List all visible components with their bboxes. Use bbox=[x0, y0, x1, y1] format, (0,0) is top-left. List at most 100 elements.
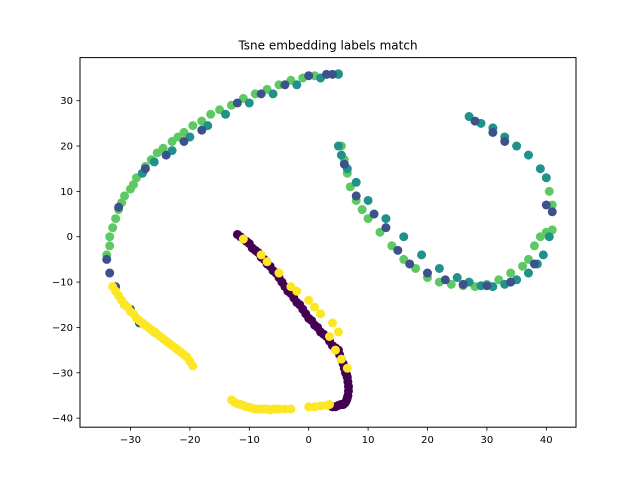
x-tick-label: 40 bbox=[540, 435, 553, 446]
scatter-point bbox=[327, 318, 337, 328]
scatter-point bbox=[336, 150, 346, 160]
scatter-point bbox=[523, 268, 533, 278]
scatter-point bbox=[399, 232, 409, 242]
x-tick-label: 20 bbox=[421, 435, 434, 446]
scatter-point bbox=[541, 200, 551, 210]
scatter-point bbox=[518, 261, 528, 271]
scatter-point bbox=[105, 268, 115, 278]
scatter-point bbox=[128, 180, 138, 190]
scatter-point bbox=[339, 159, 349, 169]
scatter-point bbox=[206, 109, 216, 119]
plot-frame bbox=[79, 57, 577, 428]
scatter-point bbox=[529, 259, 539, 269]
scatter-point bbox=[304, 295, 314, 305]
scatter-point bbox=[149, 157, 159, 167]
scatter-point bbox=[547, 207, 557, 217]
scatter-point bbox=[292, 286, 302, 296]
x-tick-label: −30 bbox=[120, 435, 141, 446]
scatter-points bbox=[102, 68, 557, 415]
scatter-point bbox=[244, 98, 254, 108]
scatter-point bbox=[342, 363, 352, 373]
scatter-point bbox=[512, 141, 522, 151]
scatter-point bbox=[434, 263, 444, 273]
y-tick-label: 0 bbox=[67, 232, 73, 243]
scatter-point bbox=[423, 268, 432, 278]
scatter-point bbox=[458, 279, 468, 289]
scatter-point bbox=[488, 127, 498, 137]
scatter-point bbox=[108, 223, 118, 233]
scatter-point bbox=[324, 400, 334, 410]
scatter-point bbox=[541, 173, 551, 183]
scatter-point bbox=[140, 164, 150, 174]
scatter-point bbox=[381, 223, 391, 233]
x-axis: −30 −20 −10 0 10 20 30 40 bbox=[120, 427, 553, 446]
chart-title: Tsne embedding labels match bbox=[237, 39, 417, 53]
x-tick-label: −10 bbox=[239, 435, 260, 446]
scatter-point bbox=[544, 232, 554, 242]
scatter-point bbox=[274, 268, 284, 278]
scatter-point bbox=[417, 250, 427, 260]
scatter-point bbox=[381, 214, 391, 224]
scatter-point bbox=[351, 177, 361, 187]
scatter-point bbox=[393, 245, 403, 255]
scatter-point bbox=[357, 205, 367, 215]
scatter-point bbox=[330, 345, 340, 355]
scatter-point bbox=[440, 275, 450, 285]
scatter-point bbox=[256, 89, 266, 99]
scatter-point bbox=[102, 254, 112, 264]
scatter-point bbox=[547, 225, 557, 235]
scatter-point bbox=[500, 137, 510, 146]
scatter-point bbox=[535, 164, 545, 174]
scatter-point bbox=[316, 309, 326, 319]
scatter-point bbox=[105, 232, 115, 242]
y-axis: −40 −30 −20 −10 0 10 20 30 bbox=[52, 96, 80, 425]
scatter-point bbox=[482, 281, 492, 291]
y-tick-label: −40 bbox=[52, 414, 73, 425]
scatter-point bbox=[221, 109, 231, 119]
scatter-point bbox=[238, 234, 248, 244]
x-tick-label: 30 bbox=[481, 435, 494, 446]
scatter-point bbox=[506, 268, 516, 278]
scatter-point bbox=[351, 191, 361, 201]
scatter-point bbox=[262, 257, 272, 267]
scatter-point bbox=[405, 259, 415, 269]
y-tick-label: −10 bbox=[52, 278, 73, 289]
scatter-point bbox=[120, 191, 130, 201]
scatter-point bbox=[232, 98, 242, 108]
scatter-point bbox=[324, 332, 334, 341]
y-tick-label: 30 bbox=[60, 96, 73, 107]
scatter-point bbox=[310, 302, 320, 312]
y-tick-label: −20 bbox=[52, 323, 73, 334]
scatter-point bbox=[452, 273, 462, 283]
scatter-point bbox=[544, 186, 554, 196]
scatter-point bbox=[538, 250, 548, 260]
scatter-point bbox=[470, 116, 480, 126]
scatter-point bbox=[179, 137, 189, 146]
scatter-point bbox=[529, 241, 539, 251]
scatter-point bbox=[506, 277, 516, 287]
scatter-point bbox=[304, 71, 314, 81]
x-tick-label: −20 bbox=[179, 435, 200, 446]
scatter-point bbox=[256, 250, 266, 260]
scatter-point bbox=[523, 150, 533, 160]
scatter-point bbox=[188, 361, 198, 371]
scatter-point bbox=[161, 150, 171, 160]
scatter-point bbox=[369, 209, 379, 219]
scatter-point bbox=[333, 141, 343, 151]
scatter-point bbox=[114, 202, 124, 212]
x-tick-label: 10 bbox=[362, 435, 375, 446]
scatter-point bbox=[280, 80, 290, 90]
x-tick-label: 0 bbox=[306, 435, 312, 446]
scatter-point bbox=[363, 195, 373, 205]
scatter-point bbox=[268, 89, 278, 99]
y-tick-label: 10 bbox=[60, 187, 73, 198]
y-tick-label: −30 bbox=[52, 368, 73, 379]
scatter-point bbox=[158, 143, 168, 153]
scatter-point bbox=[188, 121, 198, 131]
scatter-point bbox=[292, 80, 302, 90]
scatter-point bbox=[327, 69, 337, 79]
scatter-point bbox=[336, 354, 346, 364]
y-tick-label: 20 bbox=[60, 142, 73, 153]
scatter-point bbox=[333, 327, 343, 337]
